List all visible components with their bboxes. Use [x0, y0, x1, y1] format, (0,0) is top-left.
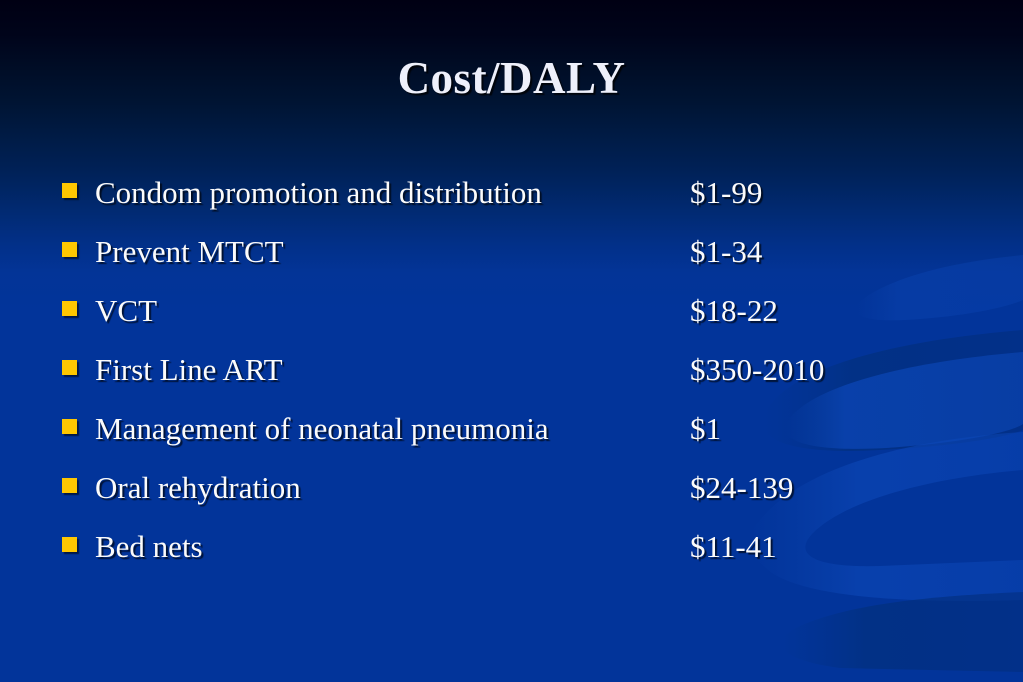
square-bullet-icon [62, 419, 77, 434]
square-bullet-icon [62, 478, 77, 493]
square-bullet-icon [62, 242, 77, 257]
intervention-label: Bed nets [95, 529, 203, 564]
square-bullet-icon [62, 301, 77, 316]
list-item: Condom promotion and distribution $1-99 [62, 172, 962, 231]
intervention-label: Management of neonatal pneumonia [95, 411, 549, 446]
cost-value: $24-139 [690, 470, 794, 505]
cost-value: $18-22 [690, 293, 778, 328]
intervention-label: Oral rehydration [95, 470, 301, 505]
cost-list: Condom promotion and distribution $1-99 … [62, 172, 962, 585]
list-item: First Line ART $350-2010 [62, 349, 962, 408]
square-bullet-icon [62, 183, 77, 198]
cost-value: $1-34 [690, 234, 763, 269]
cost-value: $1 [690, 411, 721, 446]
square-bullet-icon [62, 360, 77, 375]
list-item: VCT $18-22 [62, 290, 962, 349]
slide-title: Cost/DALY [397, 53, 626, 103]
list-item: Prevent MTCT $1-34 [62, 231, 962, 290]
intervention-label: Prevent MTCT [95, 234, 284, 269]
intervention-label: Condom promotion and distribution [95, 175, 542, 210]
cost-value: $350-2010 [690, 352, 825, 387]
list-item: Bed nets $11-41 [62, 526, 962, 585]
list-item: Management of neonatal pneumonia $1 [62, 408, 962, 467]
intervention-label: First Line ART [95, 352, 283, 387]
square-bullet-icon [62, 537, 77, 552]
cost-value: $1-99 [690, 175, 763, 210]
list-item: Oral rehydration $24-139 [62, 467, 962, 526]
intervention-label: VCT [95, 293, 157, 328]
cost-value: $11-41 [690, 529, 777, 564]
